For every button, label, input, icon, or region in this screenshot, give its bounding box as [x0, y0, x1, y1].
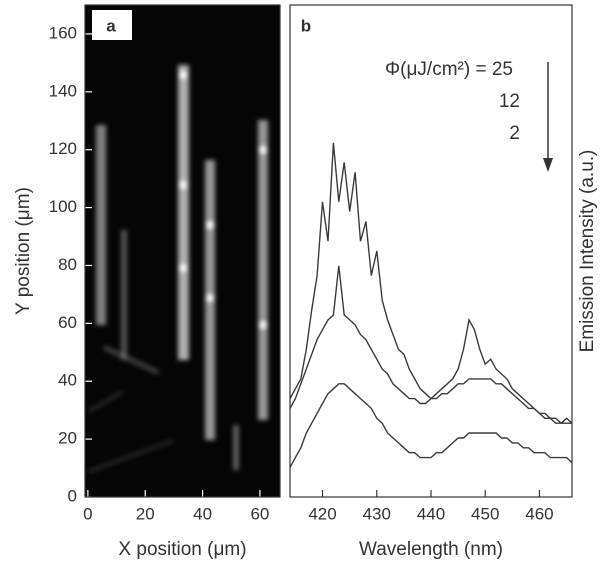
y-tick-label: 40 [58, 371, 77, 390]
spectrum-line [289, 142, 573, 424]
y-tick-label: 20 [58, 429, 77, 448]
legend-entry: Φ(μJ/cm²) = 25 [385, 59, 513, 80]
y-tick-label: 140 [49, 81, 77, 100]
legend-arrowhead [543, 158, 553, 172]
emission-streak [233, 425, 239, 470]
x-tick-label: 430 [363, 504, 391, 523]
panel-label: a [106, 16, 116, 35]
emission-streak [88, 390, 125, 413]
x-tick-label: 460 [525, 504, 553, 523]
spectrum-line [289, 265, 572, 424]
legend-entry: 12 [499, 91, 520, 112]
y-tick-label: 0 [68, 486, 77, 505]
x-tick-label: 420 [308, 504, 336, 523]
x-tick-label: 0 [83, 504, 92, 523]
bright-spot [179, 71, 187, 79]
emission-streak [178, 65, 189, 360]
x-tick-label: 20 [136, 504, 155, 523]
y-tick-label: 100 [49, 197, 77, 216]
emission-streak [87, 439, 174, 473]
bright-spot [179, 264, 187, 272]
y-tick-label: 120 [49, 139, 77, 158]
y-axis-title: Emission Intensity (a.u.) [577, 150, 598, 353]
y-tick-label: 160 [49, 23, 77, 42]
x-axis-title: Wavelength (nm) [359, 539, 503, 560]
plot-frame [84, 4, 281, 498]
bright-spot [206, 294, 214, 302]
bright-spot [259, 146, 267, 154]
x-axis-title: X position (μm) [118, 539, 246, 560]
bright-spot [179, 181, 187, 189]
emission-streak [121, 230, 127, 360]
emission-streak [102, 344, 160, 375]
x-tick-label: 450 [471, 504, 499, 523]
emission-streaks [87, 65, 268, 473]
x-tick-label: 440 [417, 504, 445, 523]
panel-label: b [301, 16, 311, 35]
y-tick-label: 60 [58, 313, 77, 332]
y-axis-title: Y position (μm) [13, 187, 34, 315]
legend-entry: 2 [509, 123, 520, 144]
bright-spot [259, 321, 267, 329]
emission-streak [258, 120, 268, 420]
panel-label-box [92, 10, 132, 40]
x-tick-label: 40 [193, 504, 212, 523]
spectrum-line [289, 383, 573, 468]
x-tick-label: 60 [250, 504, 269, 523]
bright-spot [206, 221, 214, 229]
emission-streak [96, 125, 106, 325]
y-tick-label: 80 [58, 255, 77, 274]
plot-frame [289, 4, 573, 498]
